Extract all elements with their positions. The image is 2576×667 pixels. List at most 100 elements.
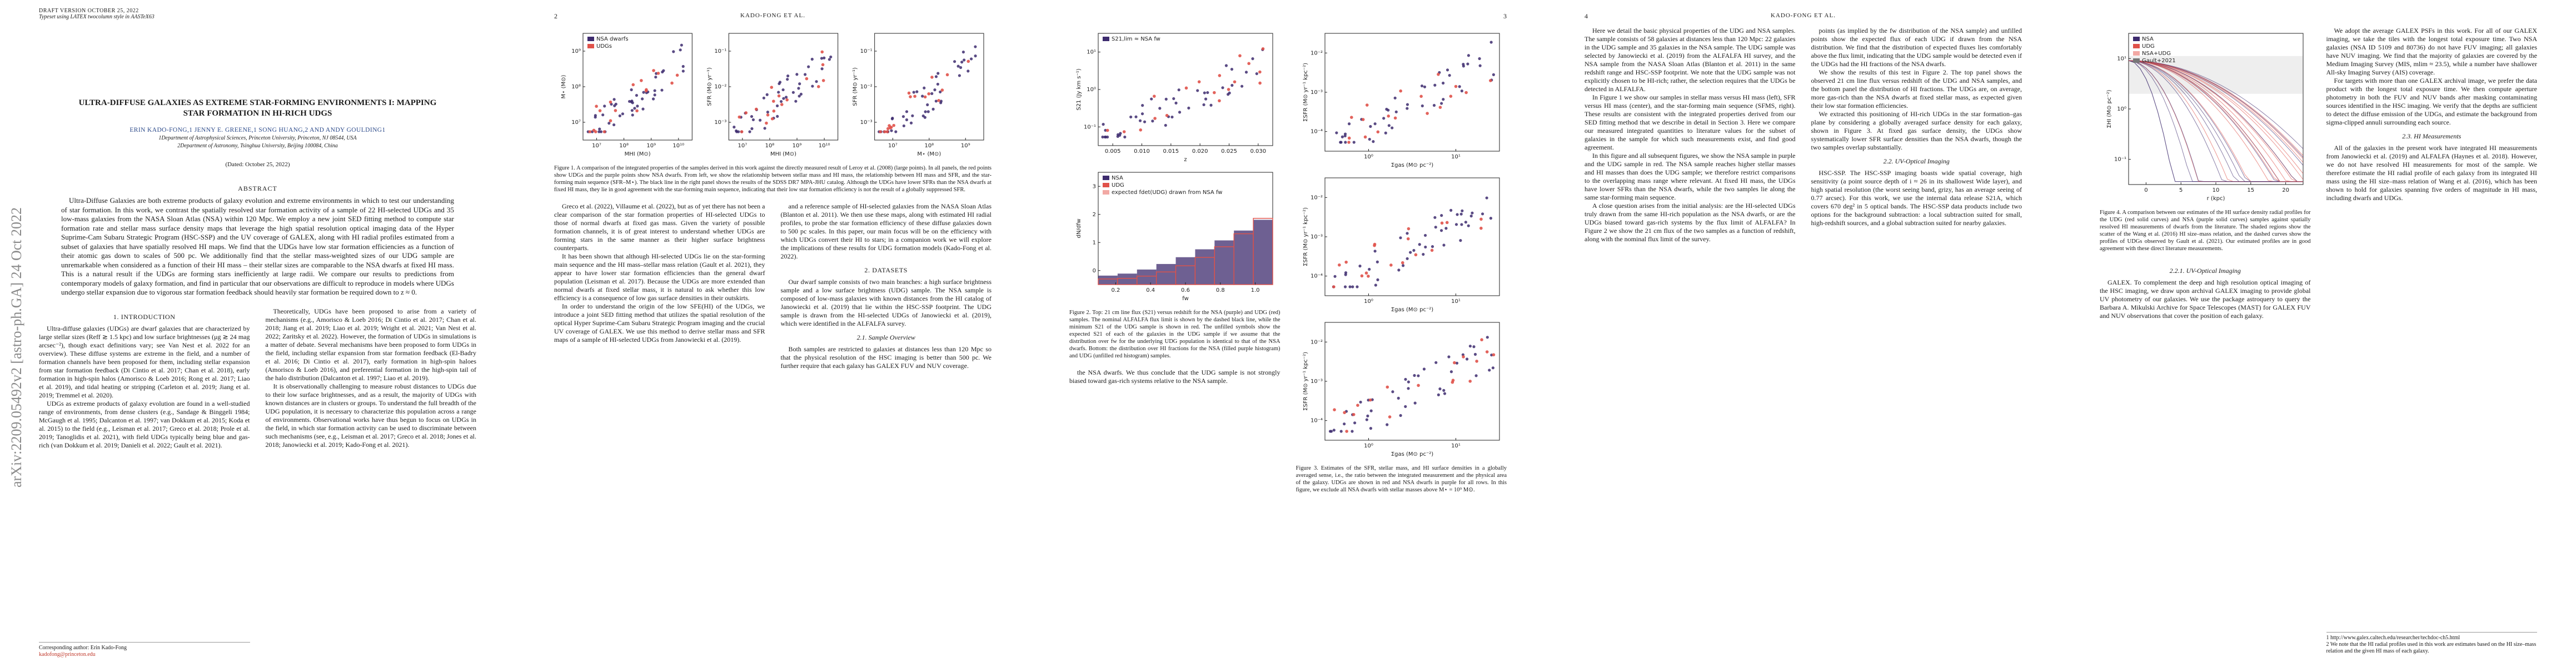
figure: 10⁰ 10¹ 10⁻⁴ 10⁻³ 10⁻² Σgas (M⊙ pc⁻²) ΣSFR (M⊙… (1296, 29, 1507, 500)
scatter-dot (879, 130, 882, 133)
scatter-dot (1356, 404, 1359, 407)
scatter-dot (656, 72, 660, 75)
scatter-dot (1386, 385, 1389, 389)
legend-swatch (587, 44, 594, 48)
scatter-dot (1258, 70, 1262, 74)
y-tick-label: 10⁻² (1310, 195, 1322, 201)
figure: 10⁷ 10⁸ 10⁹ 10¹⁰ 10⁷ 10⁸ 10⁹ MHI (M⊙) M⋆ (M⊙) NSA… (554, 29, 991, 200)
x-tick-label: 10⁹ (793, 143, 802, 149)
scatter-dot (1467, 54, 1470, 57)
scatter-dot (1238, 54, 1242, 58)
scatter-dot (1430, 248, 1433, 252)
section-heading: 2.1. Sample Overview (856, 334, 915, 341)
scatter-dot (953, 60, 956, 63)
scatter-dot (1449, 208, 1452, 212)
scatter-dot (763, 127, 766, 130)
scatter-dot (609, 100, 612, 104)
scatter-dot (603, 104, 606, 108)
scatter-dot (652, 69, 655, 72)
scatter-dot (1332, 285, 1336, 288)
scatter-dot (784, 96, 788, 99)
scatter-dot (1153, 94, 1156, 98)
plot-frame (874, 33, 984, 141)
y-tick-label: 10⁻² (1310, 339, 1322, 345)
scatter-dot (1454, 223, 1458, 226)
legend-label: UDG (1112, 182, 1124, 188)
scatter-dot (672, 50, 675, 53)
scatter-dot (1466, 62, 1469, 66)
scatter-dot (902, 124, 905, 128)
scatter-dot (931, 107, 935, 111)
scatter-dot (1360, 274, 1363, 278)
scatter-dot (804, 73, 807, 76)
column: and a reference sample of HI-selected ga… (781, 202, 992, 655)
scatter-dot (1421, 252, 1424, 256)
profile-curve (2128, 60, 2304, 180)
scatter-dot (907, 91, 911, 95)
scatter-dot (1481, 212, 1484, 216)
scatter-dot (1416, 374, 1420, 377)
scatter-dot (1389, 263, 1393, 267)
columns: 0 5 10 15 20 10⁻¹ 10⁰ 10¹ r (kpc) ΣHI (M⊙ pc⁻²) NS… (2100, 27, 2537, 655)
scatter-dot (912, 91, 915, 94)
scatter-dot (735, 130, 739, 133)
x-tick-label: 10⁷ (592, 143, 601, 149)
scatter-dot (1139, 128, 1143, 132)
scatter-dot (1451, 380, 1454, 384)
y-tick-label: 2 (1093, 212, 1096, 218)
scatter-dot (1258, 81, 1262, 85)
scatter-dot (1433, 216, 1436, 219)
scatter-dot (1403, 377, 1407, 381)
scatter-dot (770, 86, 774, 89)
x-tick-label: 10¹ (1451, 154, 1461, 160)
scatter-dot (1455, 361, 1458, 365)
plot-frame (1324, 177, 1499, 296)
section-heading: 1. INTRODUCTION (113, 312, 176, 321)
scatter-dot (1349, 116, 1353, 119)
scatter-dot (1472, 345, 1476, 349)
authors: ERIN KADO-FONG,1 JENNY E. GREENE,1 SONG … (129, 127, 386, 133)
scatter-dot (821, 79, 825, 82)
draft-line: DRAFT VERSION OCTOBER 25, 2022 (39, 8, 139, 14)
scatter-dot (621, 112, 625, 116)
scatter-dot (939, 90, 942, 94)
scatter-dot (607, 122, 611, 125)
x-tick-label: 10 (2213, 187, 2220, 193)
figure-plot: 10⁰ 10¹ 10⁻⁴ 10⁻³ 10⁻² Σgas (M⊙ pc⁻²) ΣSFR (M⊙… (1303, 33, 1499, 457)
legend-label: Gault+2021 (2142, 58, 2176, 64)
scatter-dot (751, 118, 755, 122)
x-axis-label: MHI (M⊙) (770, 151, 796, 157)
scatter-dot (1332, 408, 1336, 411)
scatter-dot (1203, 91, 1206, 94)
scatter-dot (1347, 136, 1351, 140)
scatter-dot (926, 103, 929, 107)
scatter-dot (1432, 103, 1436, 107)
scatter-dot (1420, 84, 1423, 88)
scatter-dot (675, 73, 679, 77)
scatter-dot (933, 88, 936, 92)
y-tick-label: 10⁹ (571, 48, 581, 54)
scatter-dot (1218, 99, 1221, 103)
paragraph: We extracted this positioning of HI-rich… (1811, 110, 2022, 151)
scatter-dot (1366, 414, 1369, 417)
scatter-dot (940, 88, 944, 92)
x-tick-label: 0 (2144, 187, 2148, 193)
scatter-dot (1150, 97, 1153, 101)
x-tick-label: 10⁸ (619, 143, 629, 149)
scatter-dot (780, 103, 784, 106)
y-tick-label: 3 (1093, 183, 1096, 190)
profile-curve (2128, 60, 2303, 182)
abstract: Ultra-Diffuse Galaxies are both extreme … (61, 196, 454, 296)
scatter-dot (1374, 283, 1377, 287)
scatter-dot (630, 88, 633, 92)
scatter-dot (1348, 285, 1352, 288)
scatter-dot (1365, 418, 1368, 421)
scatter-dot (661, 70, 664, 74)
x-tick-label: 0.030 (1250, 148, 1267, 155)
scatter-dot (1373, 250, 1377, 253)
y-tick-label: 10⁰ (1087, 87, 1096, 93)
scatter-dot (1439, 102, 1443, 105)
scatter-dot (926, 110, 930, 113)
scatter-dot (913, 94, 916, 98)
scatter-dot (923, 86, 926, 89)
